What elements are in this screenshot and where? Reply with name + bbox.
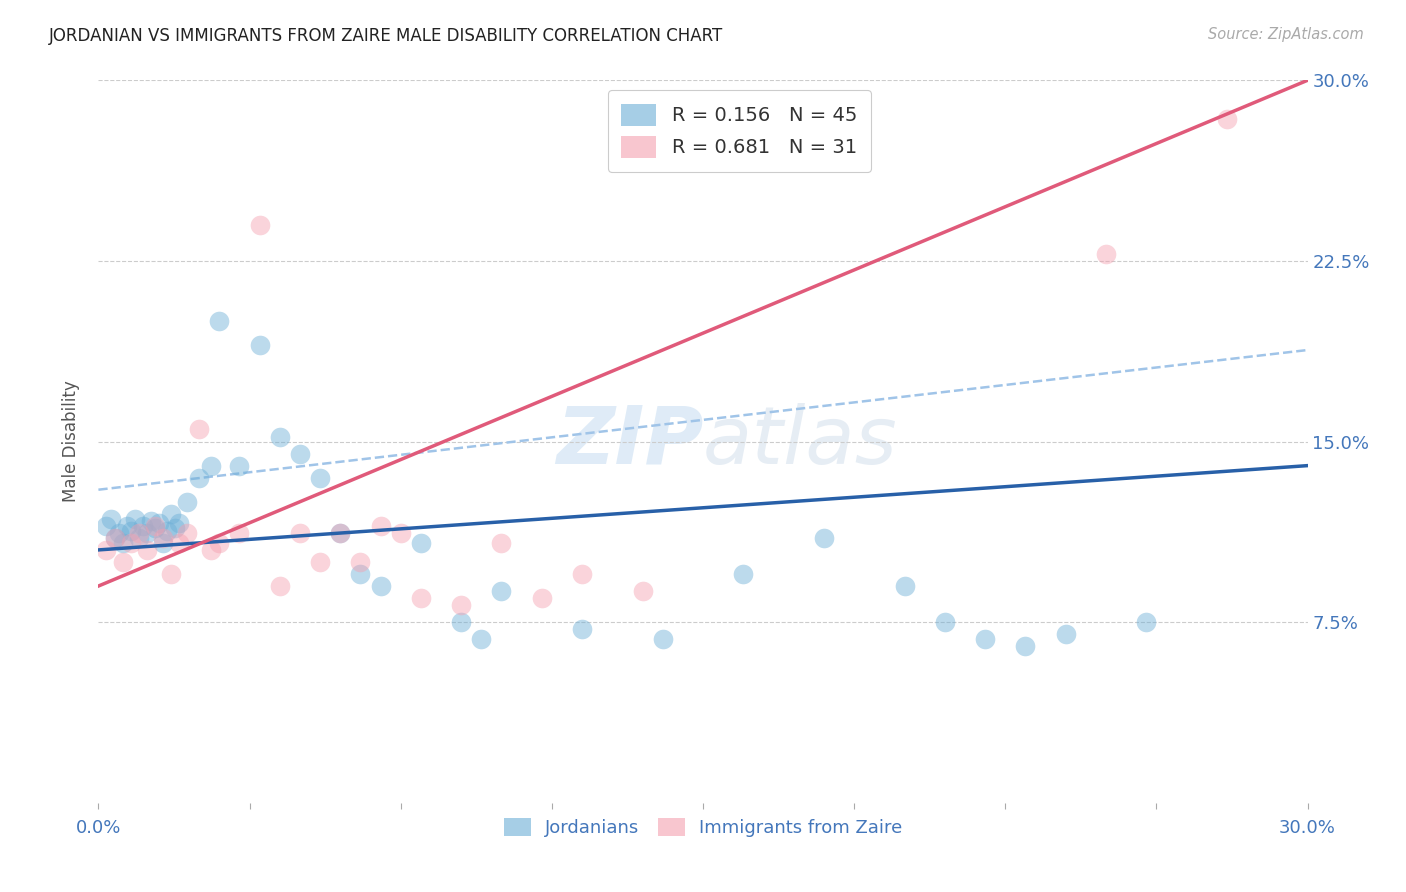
Point	[188, 470, 211, 484]
Point	[349, 555, 371, 569]
Point	[128, 526, 150, 541]
Point	[103, 531, 125, 545]
Point	[491, 535, 513, 549]
Point	[571, 623, 593, 637]
Text: Source: ZipAtlas.com: Source: ZipAtlas.com	[1208, 27, 1364, 42]
Point	[491, 583, 513, 598]
Point	[143, 518, 166, 533]
Point	[96, 518, 118, 533]
Point	[135, 526, 157, 541]
Point	[176, 494, 198, 508]
Text: atlas: atlas	[703, 402, 898, 481]
Text: ZIP: ZIP	[555, 402, 703, 481]
Point	[167, 535, 190, 549]
Point	[269, 430, 291, 444]
Point	[176, 526, 198, 541]
Point	[188, 422, 211, 436]
Point	[631, 583, 654, 598]
Point	[409, 535, 432, 549]
Point	[200, 542, 222, 557]
Point	[163, 521, 186, 535]
Point	[124, 511, 146, 525]
Point	[309, 470, 332, 484]
Point	[309, 555, 332, 569]
Point	[167, 516, 190, 531]
Point	[349, 567, 371, 582]
Point	[111, 535, 134, 549]
Point	[160, 507, 183, 521]
Legend: Jordanians, Immigrants from Zaire: Jordanians, Immigrants from Zaire	[496, 811, 910, 845]
Point	[370, 518, 392, 533]
Point	[389, 526, 412, 541]
Point	[409, 591, 432, 605]
Point	[128, 531, 150, 545]
Point	[152, 535, 174, 549]
Point	[288, 446, 311, 460]
Point	[143, 521, 166, 535]
Text: JORDANIAN VS IMMIGRANTS FROM ZAIRE MALE DISABILITY CORRELATION CHART: JORDANIAN VS IMMIGRANTS FROM ZAIRE MALE …	[49, 27, 724, 45]
Point	[135, 542, 157, 557]
Point	[100, 511, 122, 525]
Point	[120, 524, 142, 538]
Point	[329, 526, 352, 541]
Point	[228, 526, 250, 541]
Point	[249, 338, 271, 352]
Point	[1095, 246, 1118, 260]
Point	[530, 591, 553, 605]
Point	[450, 615, 472, 630]
Point	[1054, 627, 1077, 641]
Point	[249, 218, 271, 232]
Point	[974, 632, 997, 646]
Point	[160, 567, 183, 582]
Point	[733, 567, 755, 582]
Point	[1014, 639, 1036, 653]
Point	[813, 531, 835, 545]
Point	[120, 535, 142, 549]
Point	[132, 518, 155, 533]
Point	[208, 535, 231, 549]
Point	[152, 531, 174, 545]
Point	[200, 458, 222, 473]
Point	[370, 579, 392, 593]
Point	[148, 516, 170, 531]
Point	[96, 542, 118, 557]
Point	[103, 531, 125, 545]
Point	[893, 579, 915, 593]
Point	[1216, 112, 1239, 126]
Point	[651, 632, 673, 646]
Point	[139, 514, 162, 528]
Point	[571, 567, 593, 582]
Point	[470, 632, 492, 646]
Point	[111, 555, 134, 569]
Point	[288, 526, 311, 541]
Point	[450, 599, 472, 613]
Point	[1135, 615, 1157, 630]
Point	[329, 526, 352, 541]
Point	[107, 526, 129, 541]
Point	[156, 524, 179, 538]
Point	[934, 615, 956, 630]
Point	[208, 314, 231, 328]
Point	[228, 458, 250, 473]
Point	[115, 518, 138, 533]
Point	[269, 579, 291, 593]
Y-axis label: Male Disability: Male Disability	[62, 381, 80, 502]
